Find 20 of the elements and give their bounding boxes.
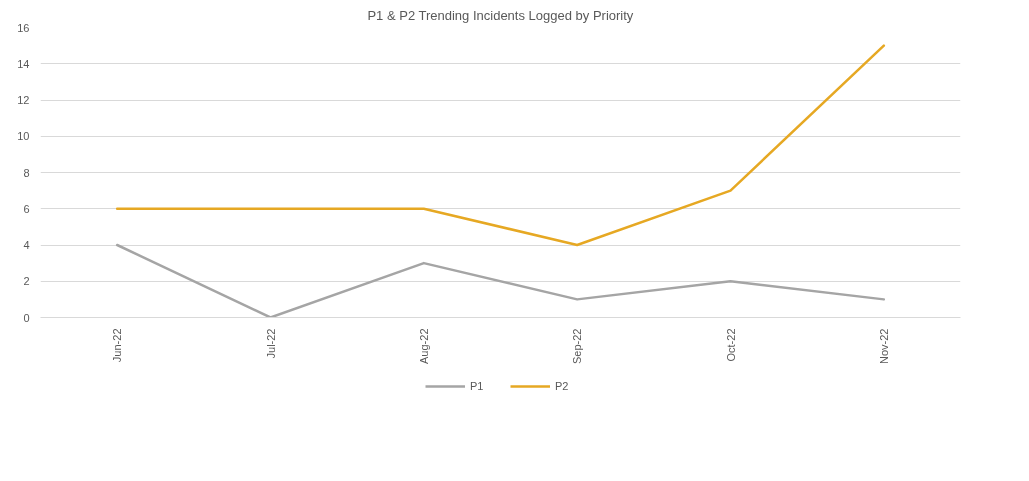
line-series: [115, 243, 886, 318]
y-tick-label: 16: [17, 21, 30, 34]
y-tick-label: 12: [17, 94, 30, 106]
x-tick-label: Jul-22: [264, 328, 277, 359]
x-tick-label: Oct-22: [724, 328, 737, 362]
legend-label: P2: [555, 380, 570, 392]
chart-title: P1 & P2 Trending Incidents Logged by Priority: [367, 7, 634, 23]
y-tick-label: 2: [23, 275, 30, 288]
x-tick-label: Aug-22: [417, 328, 430, 364]
x-tick-label: Jun-22: [111, 328, 124, 363]
y-tick-label: 8: [23, 166, 30, 179]
y-tick-label: 10: [17, 130, 30, 143]
y-tick-label: 4: [23, 239, 30, 251]
y-tick-label: 0: [23, 311, 30, 324]
y-tick-label: 14: [17, 57, 30, 70]
y-tick-label: 6: [23, 202, 30, 215]
x-tick-label: Nov-22: [877, 328, 890, 364]
legend-label: P1: [470, 380, 485, 392]
x-tick-label: Sep-22: [571, 328, 584, 364]
line-series: [115, 44, 886, 247]
